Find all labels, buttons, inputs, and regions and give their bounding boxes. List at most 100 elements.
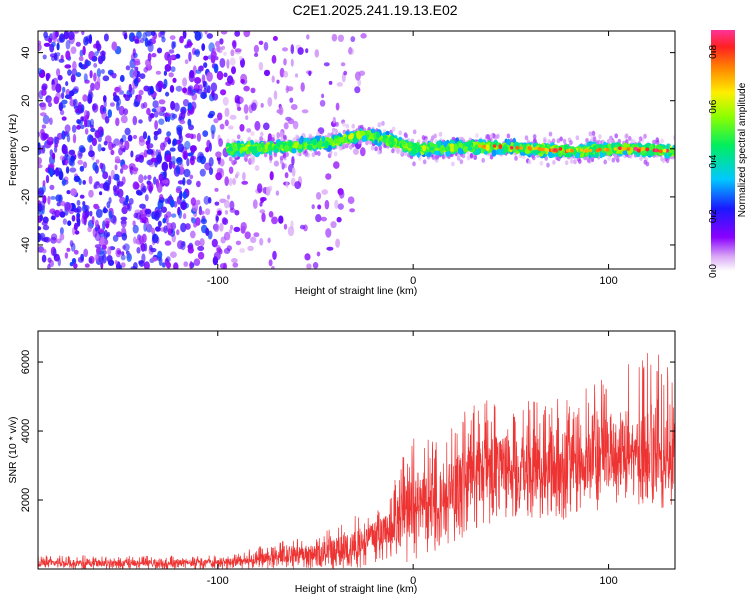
spectrogram-halo-cell xyxy=(333,151,338,157)
spectrogram-noise-cell xyxy=(135,154,142,160)
spectrogram-noise-cell xyxy=(98,255,104,263)
spectrogram-noise-cell xyxy=(145,208,152,218)
spectrogram-noise-cell xyxy=(258,61,264,71)
spectrogram-noise-cell xyxy=(69,90,75,97)
spectrogram-noise-cell xyxy=(207,113,214,119)
spectrogram-noise-cell xyxy=(138,138,146,147)
spectrogram-noise-cell xyxy=(182,177,186,186)
spectrogram-noise-cell xyxy=(169,147,176,152)
spectrogram-noise-cell xyxy=(163,78,168,88)
spectrogram-noise-cell xyxy=(271,216,278,225)
spectrogram-noise-cell xyxy=(65,166,70,174)
spectrogram-noise-cell xyxy=(282,47,288,52)
spectrogram-noise-cell xyxy=(257,183,263,194)
spectrogram-noise-cell xyxy=(312,262,319,269)
spectrogram-noise-cell xyxy=(69,240,74,247)
spectrogram-noise-cell xyxy=(156,105,163,113)
spectrogram-noise-cell xyxy=(61,92,65,100)
spectrogram-noise-cell xyxy=(268,211,274,218)
spectrogram-noise-cell xyxy=(158,118,165,125)
spectrogram-noise-cell xyxy=(119,74,125,83)
spectrogram-noise-cell xyxy=(235,171,240,177)
spectrogram-noise-cell xyxy=(153,110,159,118)
spectrogram-noise-cell xyxy=(115,117,120,127)
spectrogram-noise-cell xyxy=(242,172,246,181)
spectrogram-noise-cell xyxy=(301,109,309,114)
spectrogram-noise-cell xyxy=(59,104,66,109)
spectrogram-noise-cell xyxy=(150,88,155,95)
spectrogram-halo-cell xyxy=(459,159,464,165)
spectrogram-noise-cell xyxy=(304,253,311,261)
spectrogram-noise-cell xyxy=(189,70,195,79)
spectrogram-noise-cell xyxy=(121,206,128,215)
spectrogram-noise-cell xyxy=(50,195,56,200)
spectrogram-noise-cell xyxy=(166,131,172,137)
spectrogram-noise-cell xyxy=(223,51,227,56)
spectrogram-noise-cell xyxy=(222,218,229,225)
spectrogram-noise-cell xyxy=(157,250,163,259)
spectrogram-noise-cell xyxy=(233,226,241,233)
spectrogram-noise-cell xyxy=(208,142,212,152)
spectrogram-noise-cell xyxy=(160,142,166,151)
spectrogram-noise-cell xyxy=(239,97,244,104)
spectrogram-noise-cell xyxy=(47,257,52,263)
spectrogram-noise-cell xyxy=(89,118,95,127)
spectrogram-noise-cell xyxy=(272,36,278,41)
colorbar-label: Normalized spectral amplitude xyxy=(737,82,748,217)
spectrogram-halo-cell xyxy=(591,130,596,136)
spectrogram-noise-cell xyxy=(167,138,172,145)
spectrogram-halo-cell xyxy=(295,134,299,140)
spectrogram-noise-cell xyxy=(56,42,60,51)
spectrogram-noise-cell xyxy=(65,81,69,87)
spectrogram-noise-cell xyxy=(306,34,310,40)
spectrogram-noise-cell xyxy=(208,157,214,167)
spectrogram-noise-cell xyxy=(250,87,256,94)
spectrogram-noise-cell xyxy=(250,131,255,136)
spectrogram-noise-cell xyxy=(187,90,194,96)
spectrogram-noise-cell xyxy=(93,63,98,68)
spectrogram-noise-cell xyxy=(73,86,79,93)
spectrogram-noise-cell xyxy=(120,262,126,268)
spectrogram-halo-cell xyxy=(489,133,494,139)
spectrogram-noise-cell xyxy=(107,109,113,118)
spectrogram-noise-cell xyxy=(88,150,95,158)
spectrogram-noise-cell xyxy=(77,159,84,165)
spectrogram-noise-cell xyxy=(50,233,58,241)
spectrogram-noise-cell xyxy=(189,260,193,269)
spectrogram-noise-cell xyxy=(42,216,49,224)
spectrogram-noise-cell xyxy=(100,261,104,269)
spectrogram-noise-cell xyxy=(258,40,264,45)
spectrogram-noise-cell xyxy=(229,177,233,187)
spectrogram-noise-cell xyxy=(146,107,151,116)
spectrogram-noise-cell xyxy=(223,72,228,78)
spectrogram-noise-cell xyxy=(120,254,126,261)
spectrogram-noise-cell xyxy=(251,102,257,111)
spectrogram-halo-cell xyxy=(311,152,316,158)
spectrogram-band-cell xyxy=(443,140,448,148)
spectrogram-halo-cell xyxy=(660,156,664,162)
spectrogram-noise-cell xyxy=(182,87,188,94)
spectrogram-noise-cell xyxy=(102,220,106,231)
spectrogram-noise-cell xyxy=(39,214,44,222)
spectrogram-noise-cell xyxy=(104,239,109,246)
spectrogram-noise-cell xyxy=(78,55,84,62)
spectrogram-halo-cell xyxy=(655,140,660,145)
spectrogram-band-cell xyxy=(548,150,553,158)
spectrogram-noise-cell xyxy=(187,244,193,250)
spectrogram-noise-cell xyxy=(358,70,366,76)
spectrogram-noise-cell xyxy=(138,174,144,184)
spectrogram-noise-cell xyxy=(123,200,128,206)
spectrogram-noise-cell xyxy=(234,209,240,216)
spectrogram-noise-cell xyxy=(75,72,82,78)
spectrogram-noise-cell xyxy=(53,248,57,259)
spectrogram-noise-cell xyxy=(157,128,162,135)
spectrogram-noise-cell xyxy=(88,175,93,185)
colorbar-tick-label: 0.0 xyxy=(708,264,719,278)
spectrogram-noise-cell xyxy=(59,227,64,235)
spectrogram-noise-cell xyxy=(219,222,224,232)
spectrogram-noise-cell xyxy=(118,85,122,95)
spectrogram-noise-cell xyxy=(243,104,249,114)
spectrogram-noise-cell xyxy=(123,243,130,252)
spectrogram-halo-cell xyxy=(628,136,632,141)
spectrogram-halo-cell xyxy=(564,160,569,166)
